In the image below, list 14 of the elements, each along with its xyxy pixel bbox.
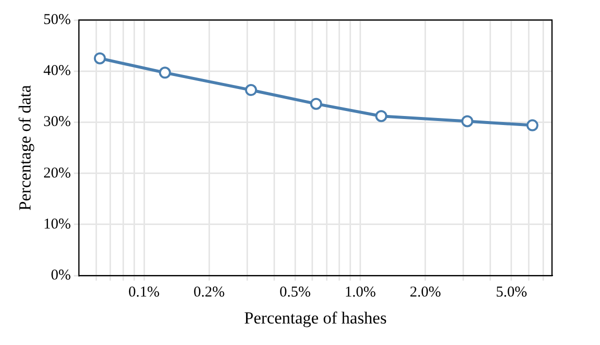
y-tick-label: 20% — [43, 165, 71, 182]
y-tick-label: 30% — [43, 114, 71, 130]
x-tick-label: 0.1% — [128, 284, 160, 301]
x-tick-label: 5.0% — [496, 284, 528, 301]
x-axis-title: Percentage of hashes — [244, 308, 387, 328]
x-tick-label: 2.0% — [410, 284, 442, 301]
x-tick-label: 1.0% — [344, 284, 376, 301]
x-tick-label: 0.2% — [193, 284, 225, 301]
x-tick-label: 0.5% — [280, 284, 311, 301]
y-tick-label: 40% — [43, 63, 71, 80]
y-tick-label: 10% — [43, 216, 71, 232]
y-axis-title: Percentage of data — [16, 84, 35, 211]
y-tick-label: 50% — [43, 12, 71, 28]
y-tick-label: 0% — [50, 268, 71, 284]
